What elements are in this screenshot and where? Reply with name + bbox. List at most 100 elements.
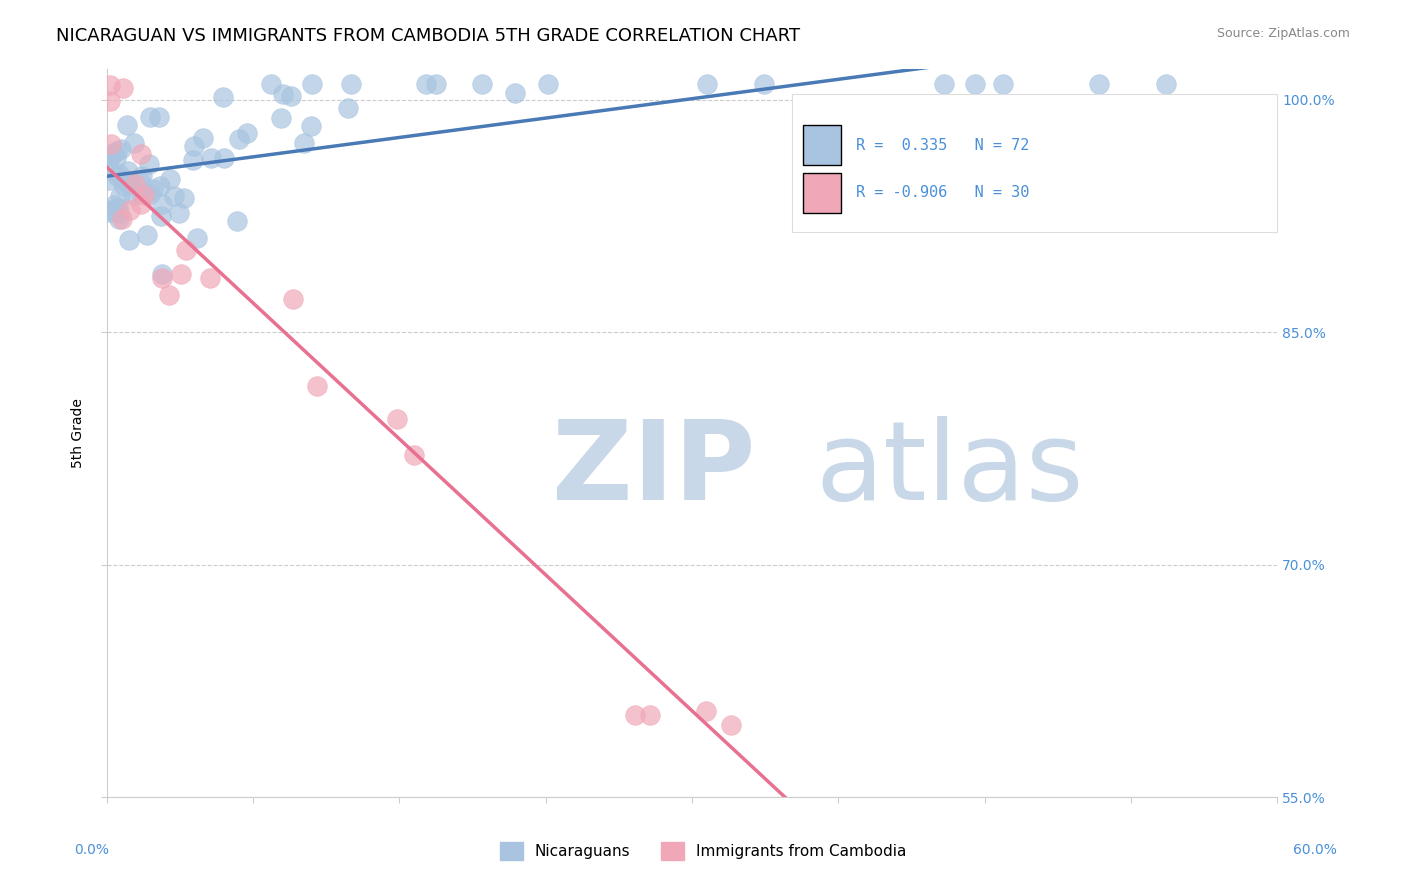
Point [270, 111, 292, 125]
Point [720, 718, 742, 732]
Point [695, 704, 717, 718]
Text: R =  0.335   N = 72: R = 0.335 N = 72 [856, 137, 1029, 153]
Point [107, 201, 129, 215]
Point [122, 187, 145, 202]
Point [752, 77, 775, 91]
Text: NICARAGUAN VS IMMIGRANTS FROM CAMBODIA 5TH GRADE CORRELATION CHART: NICARAGUAN VS IMMIGRANTS FROM CAMBODIA 5… [56, 27, 800, 45]
Point [280, 89, 302, 103]
Point [107, 167, 129, 181]
Point [97, 153, 120, 168]
Point [402, 448, 425, 462]
Point [117, 164, 139, 178]
Point [108, 189, 131, 203]
Point [129, 186, 152, 201]
Point [100, 149, 122, 163]
FancyBboxPatch shape [792, 94, 1277, 233]
Point [1154, 77, 1177, 91]
Point [115, 175, 138, 189]
Point [214, 151, 236, 165]
Point [98, 78, 121, 93]
Point [100, 94, 122, 108]
Point [281, 292, 304, 306]
Point [124, 178, 146, 192]
Point [340, 77, 363, 91]
Point [149, 178, 172, 193]
Point [385, 412, 408, 426]
Point [139, 111, 162, 125]
Point [965, 77, 987, 91]
Text: Source: ZipAtlas.com: Source: ZipAtlas.com [1216, 27, 1350, 40]
Point [150, 197, 173, 211]
Point [148, 110, 170, 124]
Point [112, 179, 135, 194]
Point [103, 198, 125, 212]
Point [115, 118, 138, 132]
Point [105, 145, 128, 159]
Point [292, 136, 315, 150]
Point [98, 202, 121, 217]
FancyBboxPatch shape [803, 173, 841, 213]
Y-axis label: 5th Grade: 5th Grade [72, 398, 86, 467]
Point [260, 77, 283, 91]
Point [112, 80, 135, 95]
Point [301, 77, 323, 91]
Point [181, 153, 204, 167]
Point [537, 77, 560, 91]
Point [107, 206, 129, 220]
Point [934, 77, 956, 91]
Point [212, 90, 235, 104]
Point [117, 233, 139, 247]
Point [415, 77, 437, 91]
Point [134, 188, 156, 202]
Point [183, 139, 205, 153]
Point [129, 196, 152, 211]
Point [131, 169, 153, 184]
Point [299, 120, 322, 134]
Point [193, 131, 215, 145]
Point [425, 77, 447, 91]
Point [167, 206, 190, 220]
Point [120, 203, 142, 218]
Point [111, 211, 134, 226]
Point [503, 86, 526, 100]
Point [97, 173, 120, 187]
Point [129, 147, 152, 161]
Point [186, 230, 208, 244]
Text: 60.0%: 60.0% [1292, 843, 1337, 857]
Point [173, 191, 195, 205]
Point [142, 182, 165, 196]
Point [337, 101, 360, 115]
Text: 0.0%: 0.0% [75, 843, 108, 857]
Point [696, 77, 718, 91]
Point [105, 169, 128, 184]
Point [169, 267, 191, 281]
Point [101, 145, 124, 160]
Point [198, 271, 221, 285]
Point [149, 210, 172, 224]
Text: atlas: atlas [815, 416, 1084, 523]
Point [226, 213, 249, 227]
Legend: Nicaraguans, Immigrants from Cambodia: Nicaraguans, Immigrants from Cambodia [494, 836, 912, 866]
Point [135, 228, 157, 243]
Point [122, 136, 145, 150]
Point [236, 126, 259, 140]
Point [200, 151, 222, 165]
Point [138, 186, 160, 201]
Point [104, 151, 127, 165]
Point [117, 174, 139, 188]
Point [991, 77, 1014, 91]
FancyBboxPatch shape [803, 126, 841, 165]
Point [638, 708, 661, 723]
Point [98, 204, 121, 219]
Point [307, 379, 329, 393]
Point [100, 137, 122, 152]
Point [107, 212, 129, 227]
Point [471, 77, 494, 91]
Point [271, 87, 294, 101]
Text: R = -0.906   N = 30: R = -0.906 N = 30 [856, 185, 1029, 200]
Point [159, 287, 181, 301]
Point [174, 243, 197, 257]
Point [150, 271, 173, 285]
Point [228, 132, 250, 146]
Point [1088, 77, 1111, 91]
